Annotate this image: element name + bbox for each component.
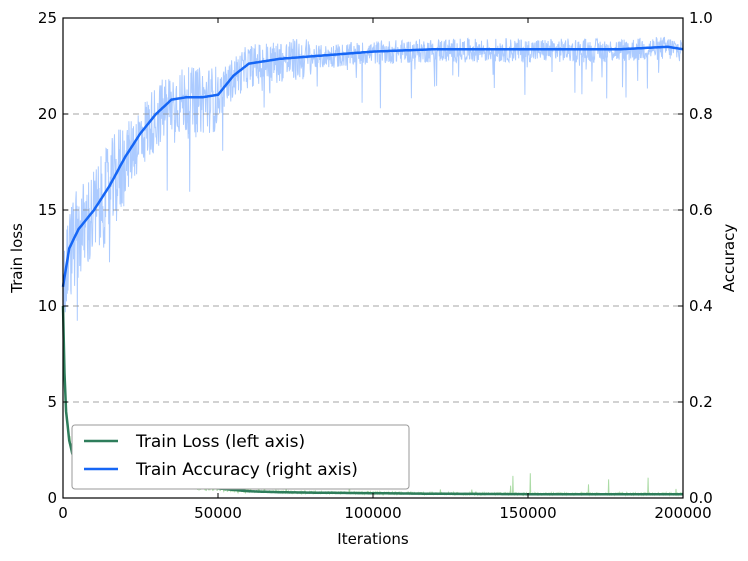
- legend-label-loss: Train Loss (left axis): [135, 432, 305, 452]
- legend-box: [71, 424, 410, 490]
- tick-layer: 0 50000 100000 150000 200000 0 5 10 15 20 25 0.0 0.2…: [38, 9, 713, 522]
- y-left-axis-label: Train loss: [8, 223, 26, 294]
- y-right-tick-label: 0.2: [689, 393, 713, 411]
- grid-layer: [63, 113, 683, 403]
- x-tick-label: 200000: [654, 504, 711, 522]
- y-right-tick-label: 1.0: [689, 9, 713, 27]
- x-axis-label: Iterations: [337, 530, 409, 548]
- x-tick-label: 150000: [499, 504, 556, 522]
- y-right-tick-label: 0.4: [689, 297, 713, 315]
- raw-trace-1: [62, 36, 684, 321]
- x-tick-label: 100000: [344, 504, 401, 522]
- y-left-tick-label: 20: [38, 105, 57, 123]
- y-left-tick-label: 10: [38, 297, 57, 315]
- y-left-tick-label: 25: [38, 9, 57, 27]
- y-right-tick-label: 0.8: [689, 105, 713, 123]
- y-left-tick-label: 15: [38, 201, 57, 219]
- legend: Train Loss (left axis) Train Accuracy (r…: [71, 424, 410, 490]
- y-left-tick-label: 0: [47, 489, 57, 507]
- y-right-axis-label: Accuracy: [720, 224, 738, 293]
- y-left-tick-label: 5: [47, 393, 57, 411]
- y-right-tick-label: 0.0: [689, 489, 713, 507]
- smoothed-line-1: [61, 45, 684, 287]
- legend-label-accuracy: Train Accuracy (right axis): [135, 460, 358, 480]
- x-tick-label: 50000: [194, 504, 242, 522]
- x-tick-label: 0: [58, 504, 68, 522]
- y-right-tick-label: 0.6: [689, 201, 713, 219]
